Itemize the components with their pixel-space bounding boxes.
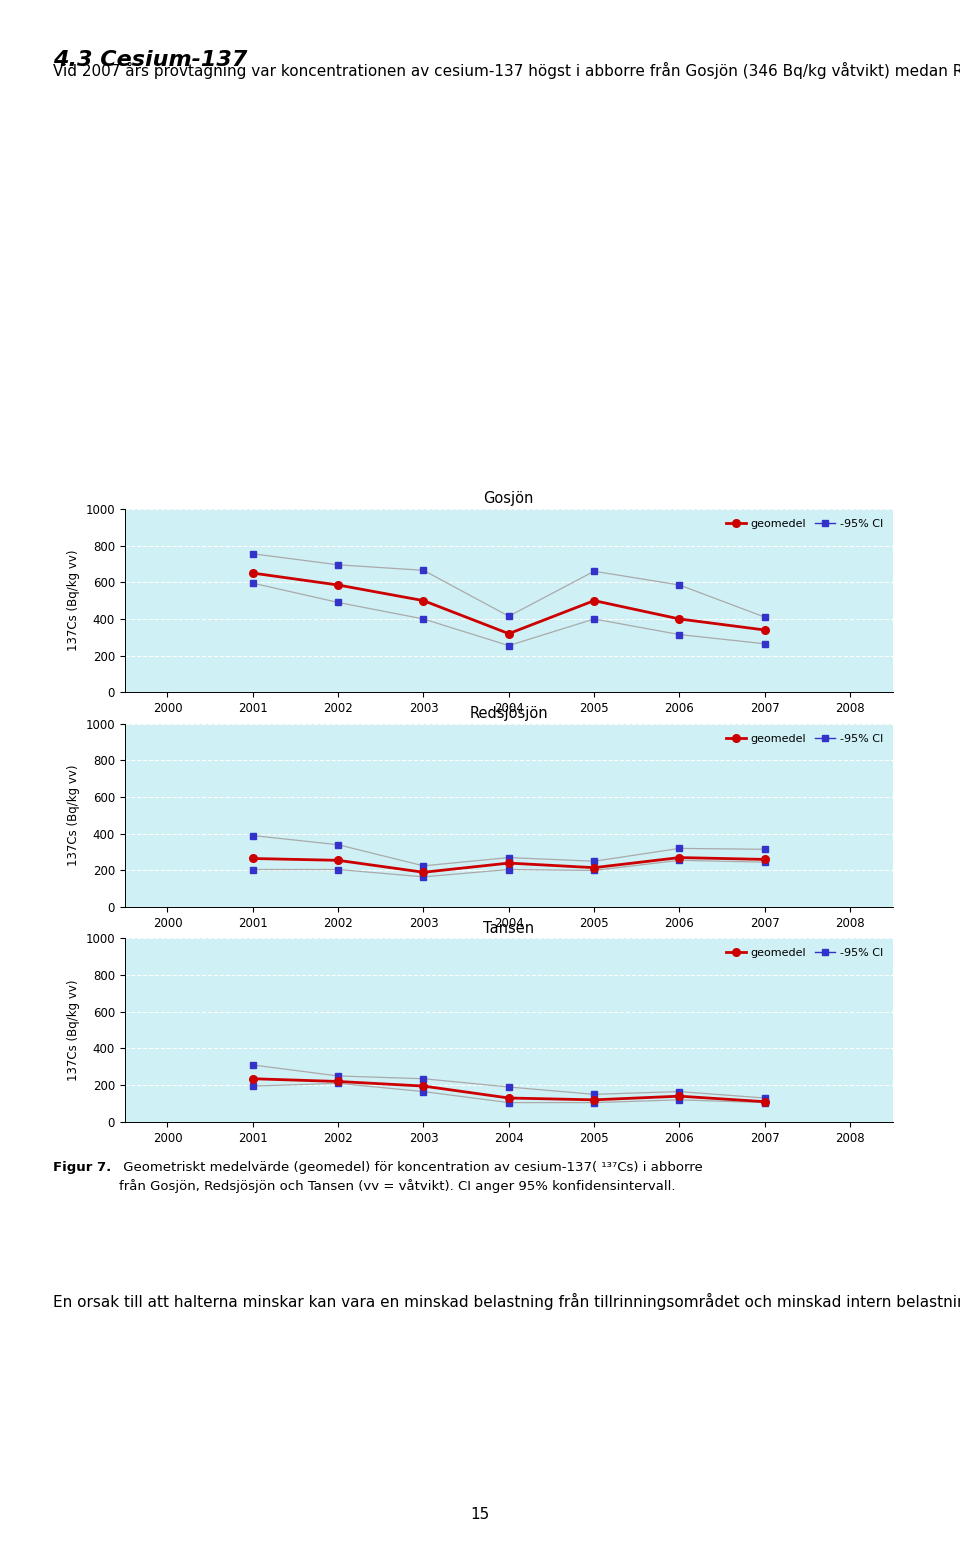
Text: Vid 2007 års provtagning var koncentrationen av cesium-137 högst i abborre från : Vid 2007 års provtagning var koncentrati…	[53, 62, 960, 79]
Legend: geomedel, -95% CI: geomedel, -95% CI	[722, 730, 887, 748]
Y-axis label: 137Cs (Bq/kg vv): 137Cs (Bq/kg vv)	[67, 549, 80, 652]
Title: Gosjön: Gosjön	[484, 492, 534, 506]
Legend: geomedel, -95% CI: geomedel, -95% CI	[722, 515, 887, 534]
Legend: geomedel, -95% CI: geomedel, -95% CI	[722, 944, 887, 963]
Text: 15: 15	[470, 1506, 490, 1522]
Text: Geometriskt medelvärde (geomedel) för koncentration av cesium-137( ¹³⁷Cs) i abbo: Geometriskt medelvärde (geomedel) för ko…	[119, 1161, 703, 1193]
Title: Redsjösjön: Redsjösjön	[469, 706, 548, 720]
Y-axis label: 137Cs (Bq/kg vv): 137Cs (Bq/kg vv)	[67, 764, 80, 867]
Text: En orsak till att halterna minskar kan vara en minskad belastning från tillrinni: En orsak till att halterna minskar kan v…	[53, 1293, 960, 1310]
Text: 4.3 Cesium-137: 4.3 Cesium-137	[53, 50, 247, 70]
Text: Figur 7.: Figur 7.	[53, 1161, 111, 1173]
Y-axis label: 137Cs (Bq/kg vv): 137Cs (Bq/kg vv)	[67, 979, 80, 1081]
Title: Tansen: Tansen	[483, 921, 535, 935]
